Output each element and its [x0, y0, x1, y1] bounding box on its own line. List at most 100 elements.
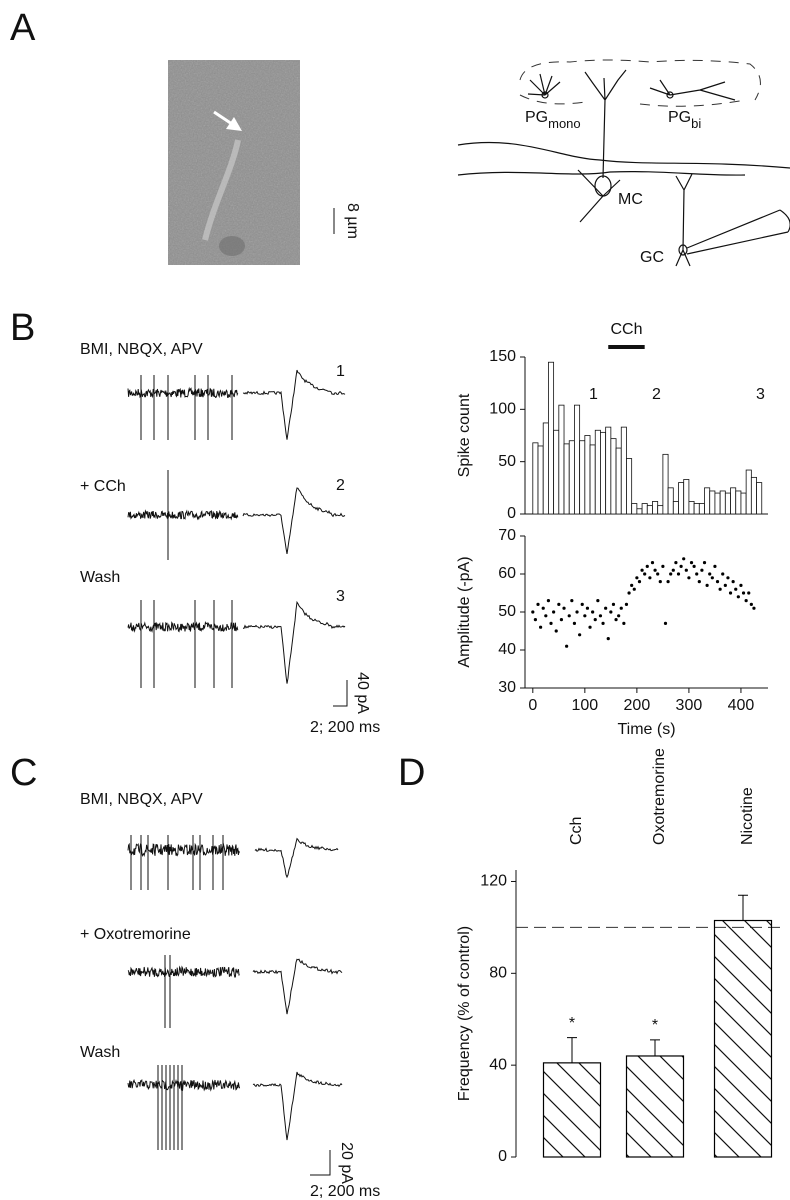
histogram-bar: [626, 458, 633, 515]
histogram-bar: [568, 440, 575, 515]
y-tick-label: 0: [498, 1148, 507, 1165]
point: [572, 621, 577, 626]
condition-label: + Oxotremorine: [80, 926, 191, 943]
point: [648, 576, 652, 580]
point: [705, 583, 709, 588]
category-label: Oxotremorine: [651, 748, 668, 845]
y-tick-label: 30: [498, 679, 516, 696]
point: [567, 614, 571, 618]
histogram-bar: [693, 503, 700, 515]
point: [752, 606, 756, 610]
point: [622, 621, 626, 626]
y-tick-label: 0: [507, 505, 516, 522]
bar: [542, 1062, 602, 1158]
point: [684, 568, 688, 572]
histogram-bar: [563, 443, 570, 515]
point: [687, 576, 691, 580]
point: [635, 576, 639, 580]
histogram-bar: [646, 505, 653, 515]
y-tick-label: 100: [489, 401, 516, 418]
point: [559, 618, 564, 622]
panel-letter: B: [10, 307, 35, 349]
histogram-bar: [553, 429, 560, 515]
point: [663, 621, 668, 626]
histogram-bar: [730, 487, 737, 515]
point: [536, 602, 540, 607]
histogram-bar: [605, 426, 612, 515]
point: [554, 629, 558, 633]
histogram-bar: [672, 501, 679, 515]
y-tick-label: 40: [489, 1056, 507, 1073]
histogram-bar: [662, 453, 669, 515]
point: [721, 572, 725, 576]
point: [596, 599, 600, 603]
point: [741, 591, 746, 595]
y-axis-label: Frequency (% of control): [456, 926, 473, 1101]
error-bar: [650, 1039, 660, 1056]
y-tick-label: 50: [498, 453, 516, 470]
point: [728, 591, 733, 595]
point: [676, 572, 681, 576]
histogram-bar: [620, 426, 627, 515]
histogram-bar: [532, 442, 539, 515]
trace-number: 2: [652, 386, 661, 403]
point: [734, 587, 738, 591]
scale-label: 20 pA: [338, 1142, 355, 1184]
point: [614, 618, 618, 622]
average-trace: [242, 600, 346, 684]
point: [619, 606, 623, 610]
condition-label: BMI, NBQX, APV: [80, 791, 203, 808]
point: [544, 614, 548, 618]
x-tick-label: 200: [624, 697, 651, 714]
histogram-bar: [641, 503, 648, 515]
y-tick-label: 50: [498, 603, 516, 620]
y-tick-label: 60: [498, 565, 516, 582]
point: [604, 606, 608, 610]
point: [689, 561, 694, 565]
panel-letter: A: [10, 7, 36, 49]
y-tick-label: 150: [489, 348, 516, 365]
point: [749, 602, 753, 607]
point: [606, 637, 610, 641]
point: [591, 610, 595, 614]
point: [624, 602, 629, 607]
point: [653, 568, 657, 572]
histogram-bar: [688, 501, 695, 515]
y-tick-label: 120: [480, 873, 507, 890]
histogram-bar: [600, 431, 607, 515]
label-main: PG: [525, 109, 548, 126]
point: [533, 618, 538, 622]
point: [700, 568, 704, 572]
condition-label: Wash: [80, 1044, 120, 1061]
point: [747, 591, 751, 595]
point: [643, 572, 647, 576]
point: [541, 606, 545, 610]
point: [674, 561, 678, 565]
label-sub: mono: [548, 116, 581, 131]
histogram-bar: [615, 447, 622, 515]
label-main: PG: [668, 109, 691, 126]
error-bar: [738, 894, 748, 921]
x-tick-label: 300: [676, 697, 703, 714]
point: [609, 610, 613, 614]
average-trace: [252, 958, 343, 1015]
y-tick-label: 70: [498, 527, 516, 544]
trace: [127, 386, 239, 399]
point: [630, 583, 634, 588]
significance: *: [652, 1017, 658, 1034]
bar: [713, 919, 773, 1158]
point: [713, 564, 717, 569]
significance: *: [569, 1015, 575, 1032]
application-label: CCh: [610, 321, 642, 338]
point: [731, 580, 735, 584]
point: [658, 580, 662, 584]
label-sub: bi: [691, 116, 701, 131]
trace-number: 3: [756, 386, 765, 403]
point: [552, 610, 556, 614]
trace: [127, 965, 240, 978]
point: [617, 614, 621, 618]
scale-label: 2; 200 ms: [310, 1183, 380, 1200]
point: [692, 564, 696, 569]
